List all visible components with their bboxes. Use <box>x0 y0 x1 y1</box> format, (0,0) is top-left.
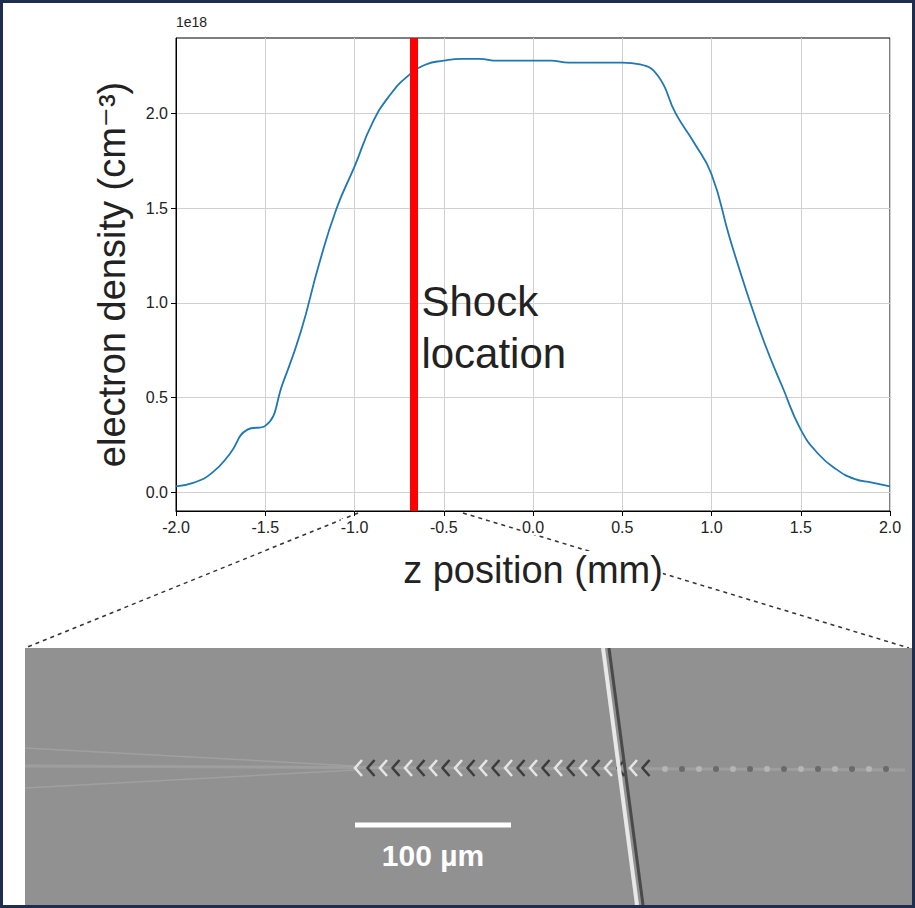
svg-text:100 µm: 100 µm <box>382 839 484 872</box>
svg-text:0.0: 0.0 <box>522 519 544 536</box>
svg-text:electron density (cm⁻³): electron density (cm⁻³) <box>91 82 133 467</box>
svg-text:1.0: 1.0 <box>700 519 722 536</box>
svg-text:Shock: Shock <box>421 278 539 325</box>
svg-text:2.0: 2.0 <box>879 519 901 536</box>
svg-text:0.5: 0.5 <box>611 519 633 536</box>
svg-text:1e18: 1e18 <box>176 14 207 30</box>
svg-text:0.0: 0.0 <box>146 484 168 501</box>
svg-text:1.0: 1.0 <box>146 294 168 311</box>
svg-text:-0.5: -0.5 <box>430 519 458 536</box>
svg-text:-1.5: -1.5 <box>251 519 279 536</box>
svg-text:z position (mm): z position (mm) <box>403 549 663 591</box>
svg-text:2.0: 2.0 <box>146 105 168 122</box>
svg-text:0.5: 0.5 <box>146 389 168 406</box>
svg-text:location: location <box>421 330 566 377</box>
svg-text:-2.0: -2.0 <box>162 519 190 536</box>
svg-text:1.5: 1.5 <box>790 519 812 536</box>
svg-text:1.5: 1.5 <box>146 200 168 217</box>
svg-text:-1.0: -1.0 <box>341 519 369 536</box>
